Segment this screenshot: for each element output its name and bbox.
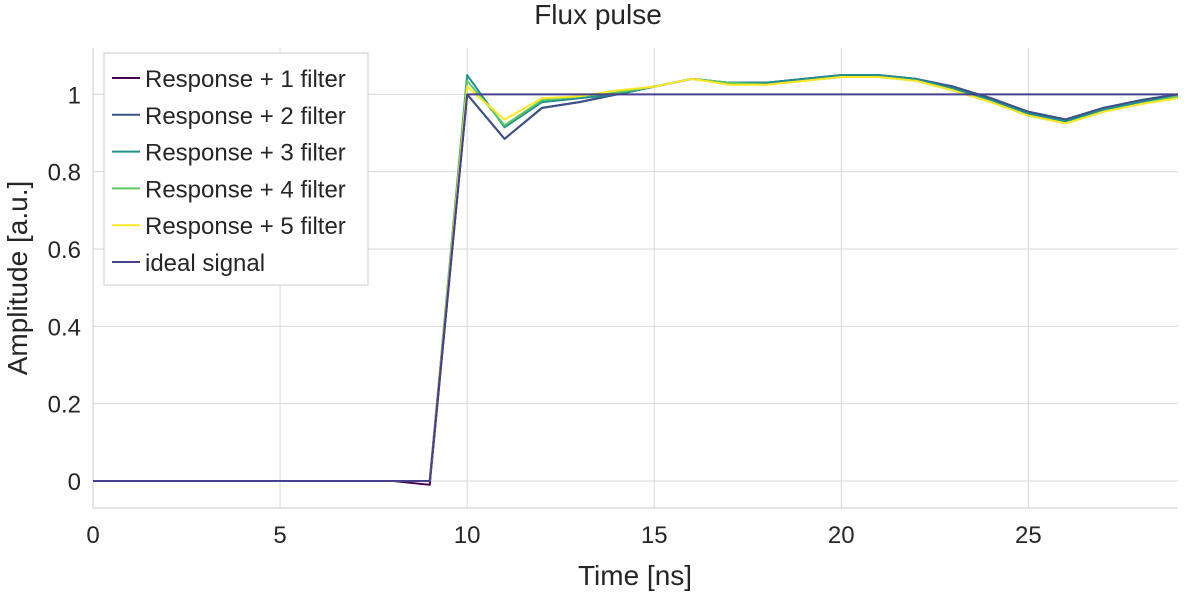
chart-title: Flux pulse bbox=[534, 0, 662, 30]
y-tick-label: 0.2 bbox=[48, 392, 81, 419]
legend: Response + 1 filter Response + 2 filter Re… bbox=[103, 52, 369, 286]
legend-label-ideal-signal: ideal signal bbox=[145, 250, 265, 277]
x-tick-label: 5 bbox=[273, 522, 286, 549]
y-tick-label: 0 bbox=[68, 469, 81, 496]
x-tick-label: 15 bbox=[641, 522, 668, 549]
y-tick-label: 0.6 bbox=[48, 237, 81, 264]
axes bbox=[92, 48, 1178, 509]
y-tick-label: 0.8 bbox=[48, 160, 81, 187]
x-tick-label: 0 bbox=[86, 522, 99, 549]
legend-items: Response + 1 filter Response + 2 filter Re… bbox=[112, 66, 346, 277]
x-axis-label: Time [ns] bbox=[578, 560, 692, 591]
legend-label-response-4-filter: Response + 4 filter bbox=[145, 176, 346, 203]
legend-box bbox=[103, 52, 369, 286]
legend-label-response-1-filter: Response + 1 filter bbox=[145, 66, 346, 93]
tick-labels: 0 5 10 15 20 25 0 0.2 0.4 0.6 0.8 1 bbox=[48, 82, 1042, 549]
x-tick-label: 10 bbox=[454, 522, 481, 549]
y-tick-label: 0.4 bbox=[48, 314, 81, 341]
y-tick-label: 1 bbox=[68, 82, 81, 109]
x-tick-label: 20 bbox=[828, 522, 855, 549]
legend-label-response-5-filter: Response + 5 filter bbox=[145, 213, 346, 240]
legend-label-response-3-filter: Response + 3 filter bbox=[145, 140, 346, 167]
series-line-ideal-signal bbox=[93, 93, 1178, 482]
series-layer bbox=[93, 74, 1179, 486]
legend-label-response-2-filter: Response + 2 filter bbox=[145, 103, 346, 130]
y-axis-label: Amplitude [a.u.] bbox=[2, 181, 33, 376]
x-tick-label: 25 bbox=[1015, 522, 1042, 549]
